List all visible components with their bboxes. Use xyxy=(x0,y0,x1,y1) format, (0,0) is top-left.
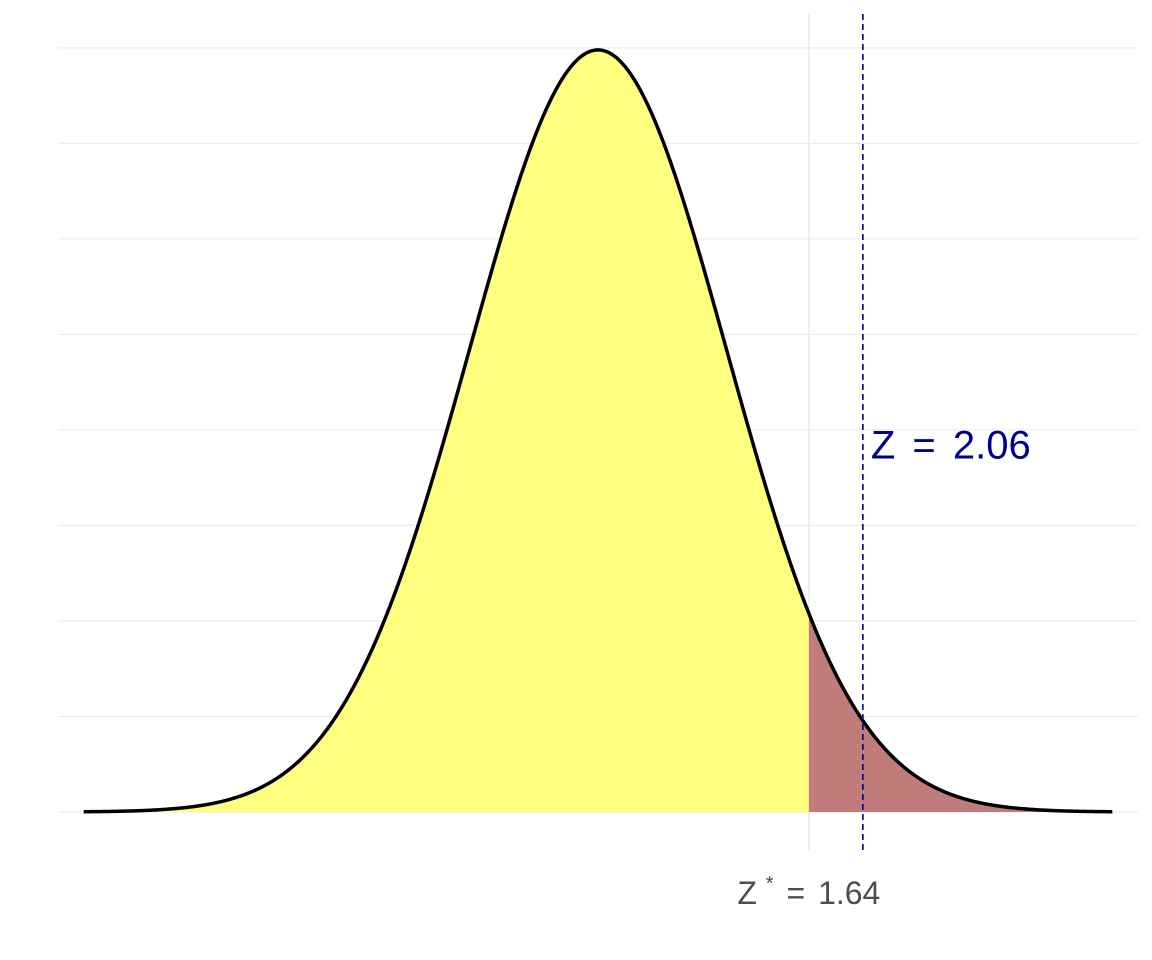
test-statistic-label-value: 2.06 xyxy=(953,424,1031,468)
rejection-region-area xyxy=(808,613,1113,812)
test-statistic-label-equals: = xyxy=(912,424,935,468)
critical-value-label-star: * xyxy=(766,873,774,895)
critical-value-label-equals: = xyxy=(786,875,805,911)
critical-value-label-z: Z xyxy=(737,875,757,911)
critical-value-tick-label: Z * = 1.64 xyxy=(737,861,880,911)
test-statistic-label: Z = 2.06 xyxy=(871,424,1031,468)
critical-value-label-value: 1.64 xyxy=(818,875,880,911)
test-statistic-label-z: Z xyxy=(871,424,895,468)
acceptance-region-area xyxy=(83,49,809,813)
density-curve xyxy=(83,48,1113,814)
